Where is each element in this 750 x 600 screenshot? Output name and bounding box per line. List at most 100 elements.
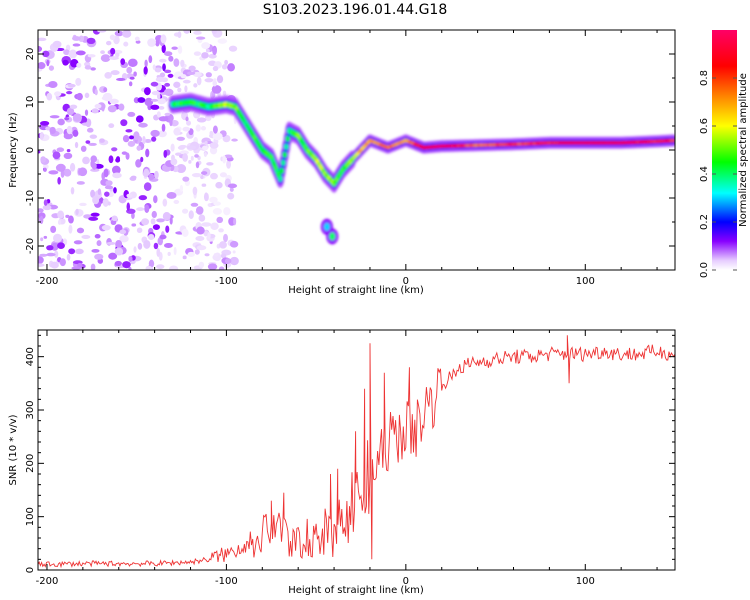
noise-speck [42,204,52,211]
noise-speck [169,118,173,127]
noise-speck [128,135,135,140]
noise-speck [141,218,150,226]
noise-speck [54,250,59,258]
y-tick-label: 300 [25,400,36,419]
noise-speck [168,265,179,270]
noise-speck [74,248,84,255]
noise-speck [219,241,227,249]
noise-speck [102,198,109,207]
noise-speck [228,45,238,52]
noise-speck [168,55,174,62]
noise-speck [181,228,189,237]
snr-plot-area [38,335,675,569]
noise-speck [87,54,96,58]
noise-speck [155,77,166,82]
noise-speck [48,80,58,89]
noise-speck [207,263,218,270]
noise-speck [143,87,151,96]
noise-speck [204,141,208,145]
noise-speck [55,163,66,172]
noise-speck [63,168,72,177]
noise-speck [229,256,239,266]
noise-speck [109,34,116,41]
noise-speck [212,208,223,215]
colorbar-label: Normalized spectral amplitude [738,73,749,227]
colorbar-ticks: 0.0 0.2 0.4 0.6 0.8 [699,70,737,278]
noise-speck [76,227,85,234]
noise-speck [85,140,91,144]
noise-speck [224,154,233,159]
noise-speck [38,37,47,42]
noise-speck [182,79,191,84]
noise-speck [144,97,154,107]
noise-speck [91,108,99,114]
noise-speck [60,169,65,178]
noise-speck [68,49,78,59]
snr-frame [37,329,676,571]
noise-speck [120,58,126,65]
y-tick-label: 100 [25,507,36,526]
noise-speck [127,58,138,67]
noise-speck [222,90,227,96]
noise-speck [154,67,162,73]
noise-speck [125,152,130,160]
noise-speck [57,210,65,219]
x-tick-label: -100 [215,276,238,287]
noise-speck [137,242,143,250]
noise-speck [63,152,73,160]
noise-speck [50,261,59,269]
noise-speck [99,138,105,143]
noise-speck [122,30,132,38]
noise-speck [129,76,135,80]
noise-speck [198,261,205,268]
noise-speck [72,36,81,41]
noise-speck [101,96,111,101]
noise-speck [114,247,124,256]
noise-speck [73,240,83,245]
noise-speck [219,172,228,178]
noise-speck [66,149,71,153]
noise-speck [112,172,122,179]
noise-speck [97,30,107,33]
noise-speck [106,241,116,245]
noise-speck [49,126,56,135]
noise-speck [101,224,111,231]
noise-speck [40,120,50,126]
noise-speck [205,48,210,53]
noise-speck [196,245,207,251]
noise-speck [101,102,105,112]
noise-speck [68,248,76,255]
snr-panel: -200 -100 0 100 0 100 200 300 400 Height of stra… [8,329,676,596]
noise-speck [187,251,195,257]
noise-speck [182,208,189,214]
noise-speck [222,155,227,164]
noise-speck [159,58,167,63]
noise-speck [56,147,65,153]
noise-speck [183,30,191,34]
noise-speck [182,153,188,162]
noise-speck [161,123,166,132]
noise-speck [167,73,174,78]
noise-speck [223,207,231,216]
noise-speck [164,82,171,87]
noise-speck [217,38,228,44]
noise-speck [213,201,222,206]
noise-speck [179,184,184,192]
noise-speck [79,202,87,207]
noise-speck [81,234,91,240]
noise-speck [111,215,118,221]
noise-speck [150,104,160,110]
noise-speck [49,115,60,119]
noise-speck [142,136,146,145]
colorbar-tick-label: 0.6 [699,118,710,134]
noise-speck [201,183,207,187]
noise-speck [103,87,108,93]
noise-speck [113,187,117,194]
spectrogram-x-label: Height of straight line (km) [288,285,424,296]
ridge-core [285,135,290,142]
noise-speck [57,242,65,250]
y-tick-label: 10 [25,96,36,109]
noise-speck [46,92,53,101]
noise-speck [186,71,196,76]
noise-speck [137,97,146,103]
